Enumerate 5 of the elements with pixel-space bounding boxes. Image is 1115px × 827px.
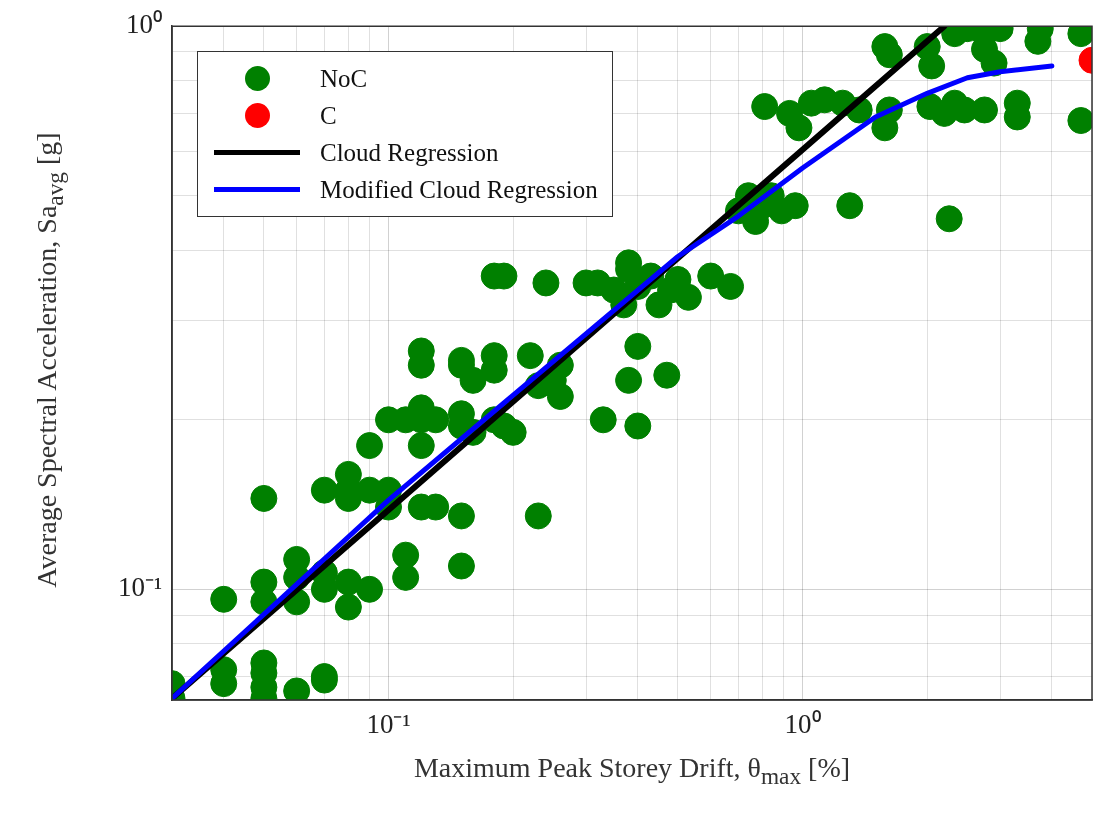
legend-label: Modified Cloud Regression [320, 175, 598, 204]
legend-label: NoC [320, 64, 368, 93]
x-axis-title: Maximum Peak Storey Drift, θ$_{max}$ [%] [412, 752, 852, 790]
legend-label: Cloud Regression [320, 138, 499, 167]
legend-label: C [320, 101, 337, 130]
